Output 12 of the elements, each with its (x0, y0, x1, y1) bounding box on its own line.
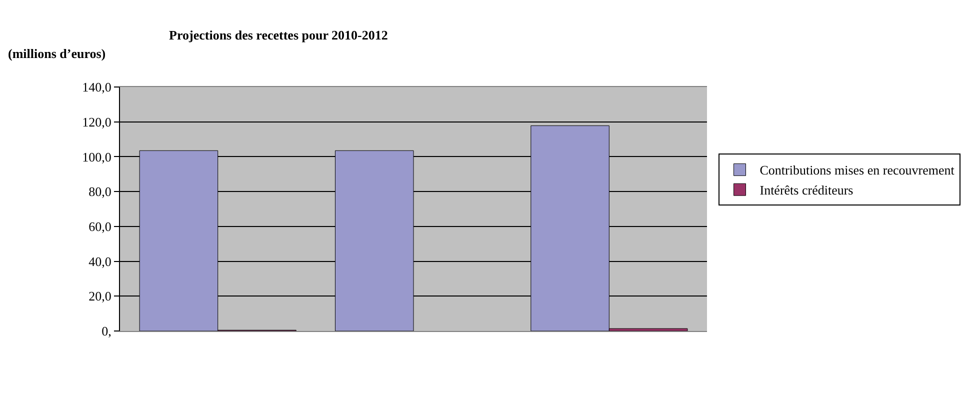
y-tick-label: 60,0 (88, 218, 112, 234)
y-tick-label: 120,0 (82, 114, 112, 130)
y-tick-label: 100,0 (82, 149, 112, 164)
y-tick-label: 40,0 (88, 254, 112, 269)
chart-title: Projections des recettes pour 2010-2012 (169, 27, 388, 42)
y-tick-label: 80,0 (88, 184, 112, 200)
y-tick-label: 0, (102, 324, 112, 339)
legend-label: Intérêts créditeurs (760, 182, 854, 198)
y-axis-title: (millions d’euros) (8, 46, 106, 61)
y-tick-label: 140,0 (82, 80, 112, 95)
y-tick-label: 20,0 (88, 288, 112, 304)
legend-label: Contributions mises en recouvrement (760, 162, 955, 178)
